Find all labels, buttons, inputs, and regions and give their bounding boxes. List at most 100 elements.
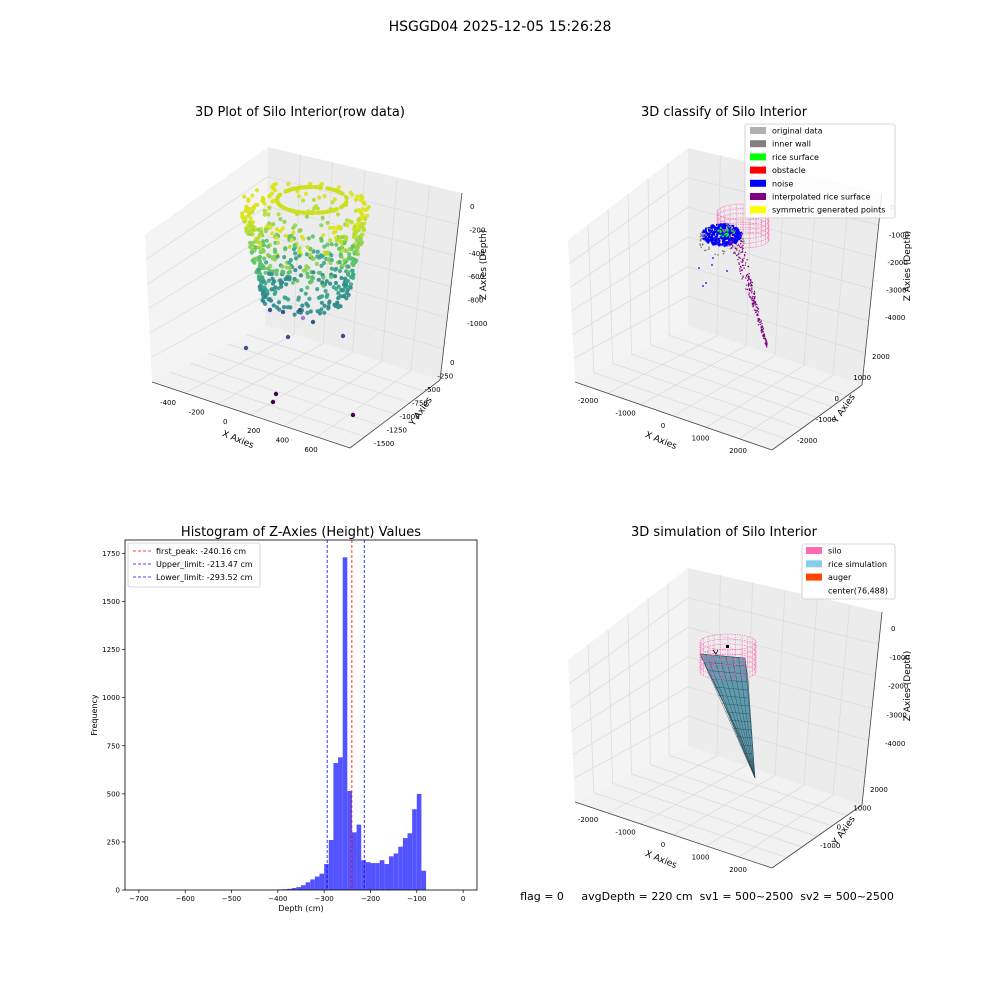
point-noise	[707, 240, 710, 243]
point-interp	[751, 287, 753, 289]
point	[279, 284, 284, 289]
point	[300, 315, 306, 321]
point	[328, 260, 333, 266]
point	[297, 253, 302, 258]
point	[265, 289, 270, 294]
x-tick-label: 0	[461, 895, 465, 903]
point	[265, 252, 270, 258]
point-interp	[754, 309, 757, 312]
point-noise	[705, 237, 708, 240]
point	[297, 307, 303, 313]
point	[320, 280, 325, 285]
axes-back-pane	[688, 568, 882, 805]
point-interp	[755, 306, 757, 308]
point	[356, 207, 362, 213]
point	[257, 263, 262, 268]
point-wall	[729, 247, 732, 250]
point	[244, 229, 249, 234]
point-wall	[732, 252, 735, 255]
histogram-bar	[421, 870, 427, 890]
point	[286, 182, 291, 187]
point-interp	[745, 274, 748, 277]
point	[310, 256, 315, 261]
histogram-bar	[342, 557, 348, 890]
surface-mesh	[707, 670, 747, 675]
point-wall	[723, 230, 726, 232]
figure-title: HSGGD04 2025-12-05 15:26:28	[389, 19, 612, 35]
point	[335, 189, 340, 194]
point-noise	[729, 230, 732, 233]
point	[255, 240, 261, 245]
point	[320, 215, 325, 220]
point-noise	[726, 270, 728, 272]
point-noise	[723, 237, 726, 240]
point	[329, 253, 334, 258]
point	[350, 244, 355, 249]
point	[322, 244, 327, 249]
point-noise	[723, 242, 726, 245]
tick-label: -2000	[578, 397, 598, 405]
tick-label: -800	[468, 297, 484, 305]
point-interp	[755, 302, 757, 304]
point	[330, 187, 335, 192]
tick-label: -1000	[615, 829, 635, 837]
point	[342, 203, 347, 207]
point-interp	[763, 335, 765, 338]
point	[347, 247, 352, 252]
point	[331, 285, 336, 290]
point-interp	[739, 268, 741, 270]
point	[280, 309, 286, 315]
axis-line	[771, 384, 863, 451]
point	[267, 205, 272, 210]
point	[321, 232, 326, 238]
point	[280, 226, 285, 231]
point	[307, 296, 312, 301]
point-noise	[735, 231, 738, 235]
point	[263, 281, 268, 286]
axis-line	[151, 381, 351, 449]
grid-line	[149, 265, 267, 334]
panel2-x-ticks: -2000 -1000 0 1000 2000	[578, 397, 747, 455]
point	[363, 207, 368, 213]
point-wall	[703, 236, 705, 238]
point-wall	[741, 245, 743, 248]
point-noise	[722, 239, 725, 242]
point-wall	[722, 252, 725, 255]
tick-label: 0	[223, 418, 227, 426]
point-interp	[738, 250, 741, 252]
grid-line	[669, 755, 848, 816]
point-interp	[742, 259, 744, 262]
point	[332, 197, 337, 202]
point	[315, 309, 320, 314]
point	[291, 247, 297, 252]
point	[316, 270, 321, 275]
point-noise	[732, 234, 735, 237]
point	[334, 266, 339, 271]
surface-mesh	[729, 719, 751, 723]
point-wall	[708, 246, 710, 249]
point	[322, 310, 327, 315]
point	[324, 279, 329, 284]
point	[336, 291, 341, 296]
grid-line	[265, 294, 444, 350]
point	[260, 292, 265, 297]
point	[271, 303, 276, 308]
legend-label: center(76,488)	[828, 586, 888, 595]
point-wall	[736, 249, 738, 251]
point	[322, 194, 327, 199]
point	[334, 238, 339, 243]
point-noise	[702, 229, 705, 232]
legend-label: original data	[772, 127, 823, 136]
point-rice	[717, 229, 720, 232]
tick-label: -2000	[888, 259, 908, 267]
histogram-bar	[412, 809, 417, 890]
point	[251, 224, 256, 229]
axis-line	[574, 801, 773, 869]
histogram-bar	[365, 862, 371, 890]
point-interp	[748, 273, 750, 275]
tick-label: 0	[470, 203, 474, 211]
point	[330, 200, 335, 205]
panel4-legend: silo rice simulation auger center(76,488)	[801, 543, 896, 600]
histogram-bar	[393, 853, 399, 890]
point	[262, 201, 267, 206]
